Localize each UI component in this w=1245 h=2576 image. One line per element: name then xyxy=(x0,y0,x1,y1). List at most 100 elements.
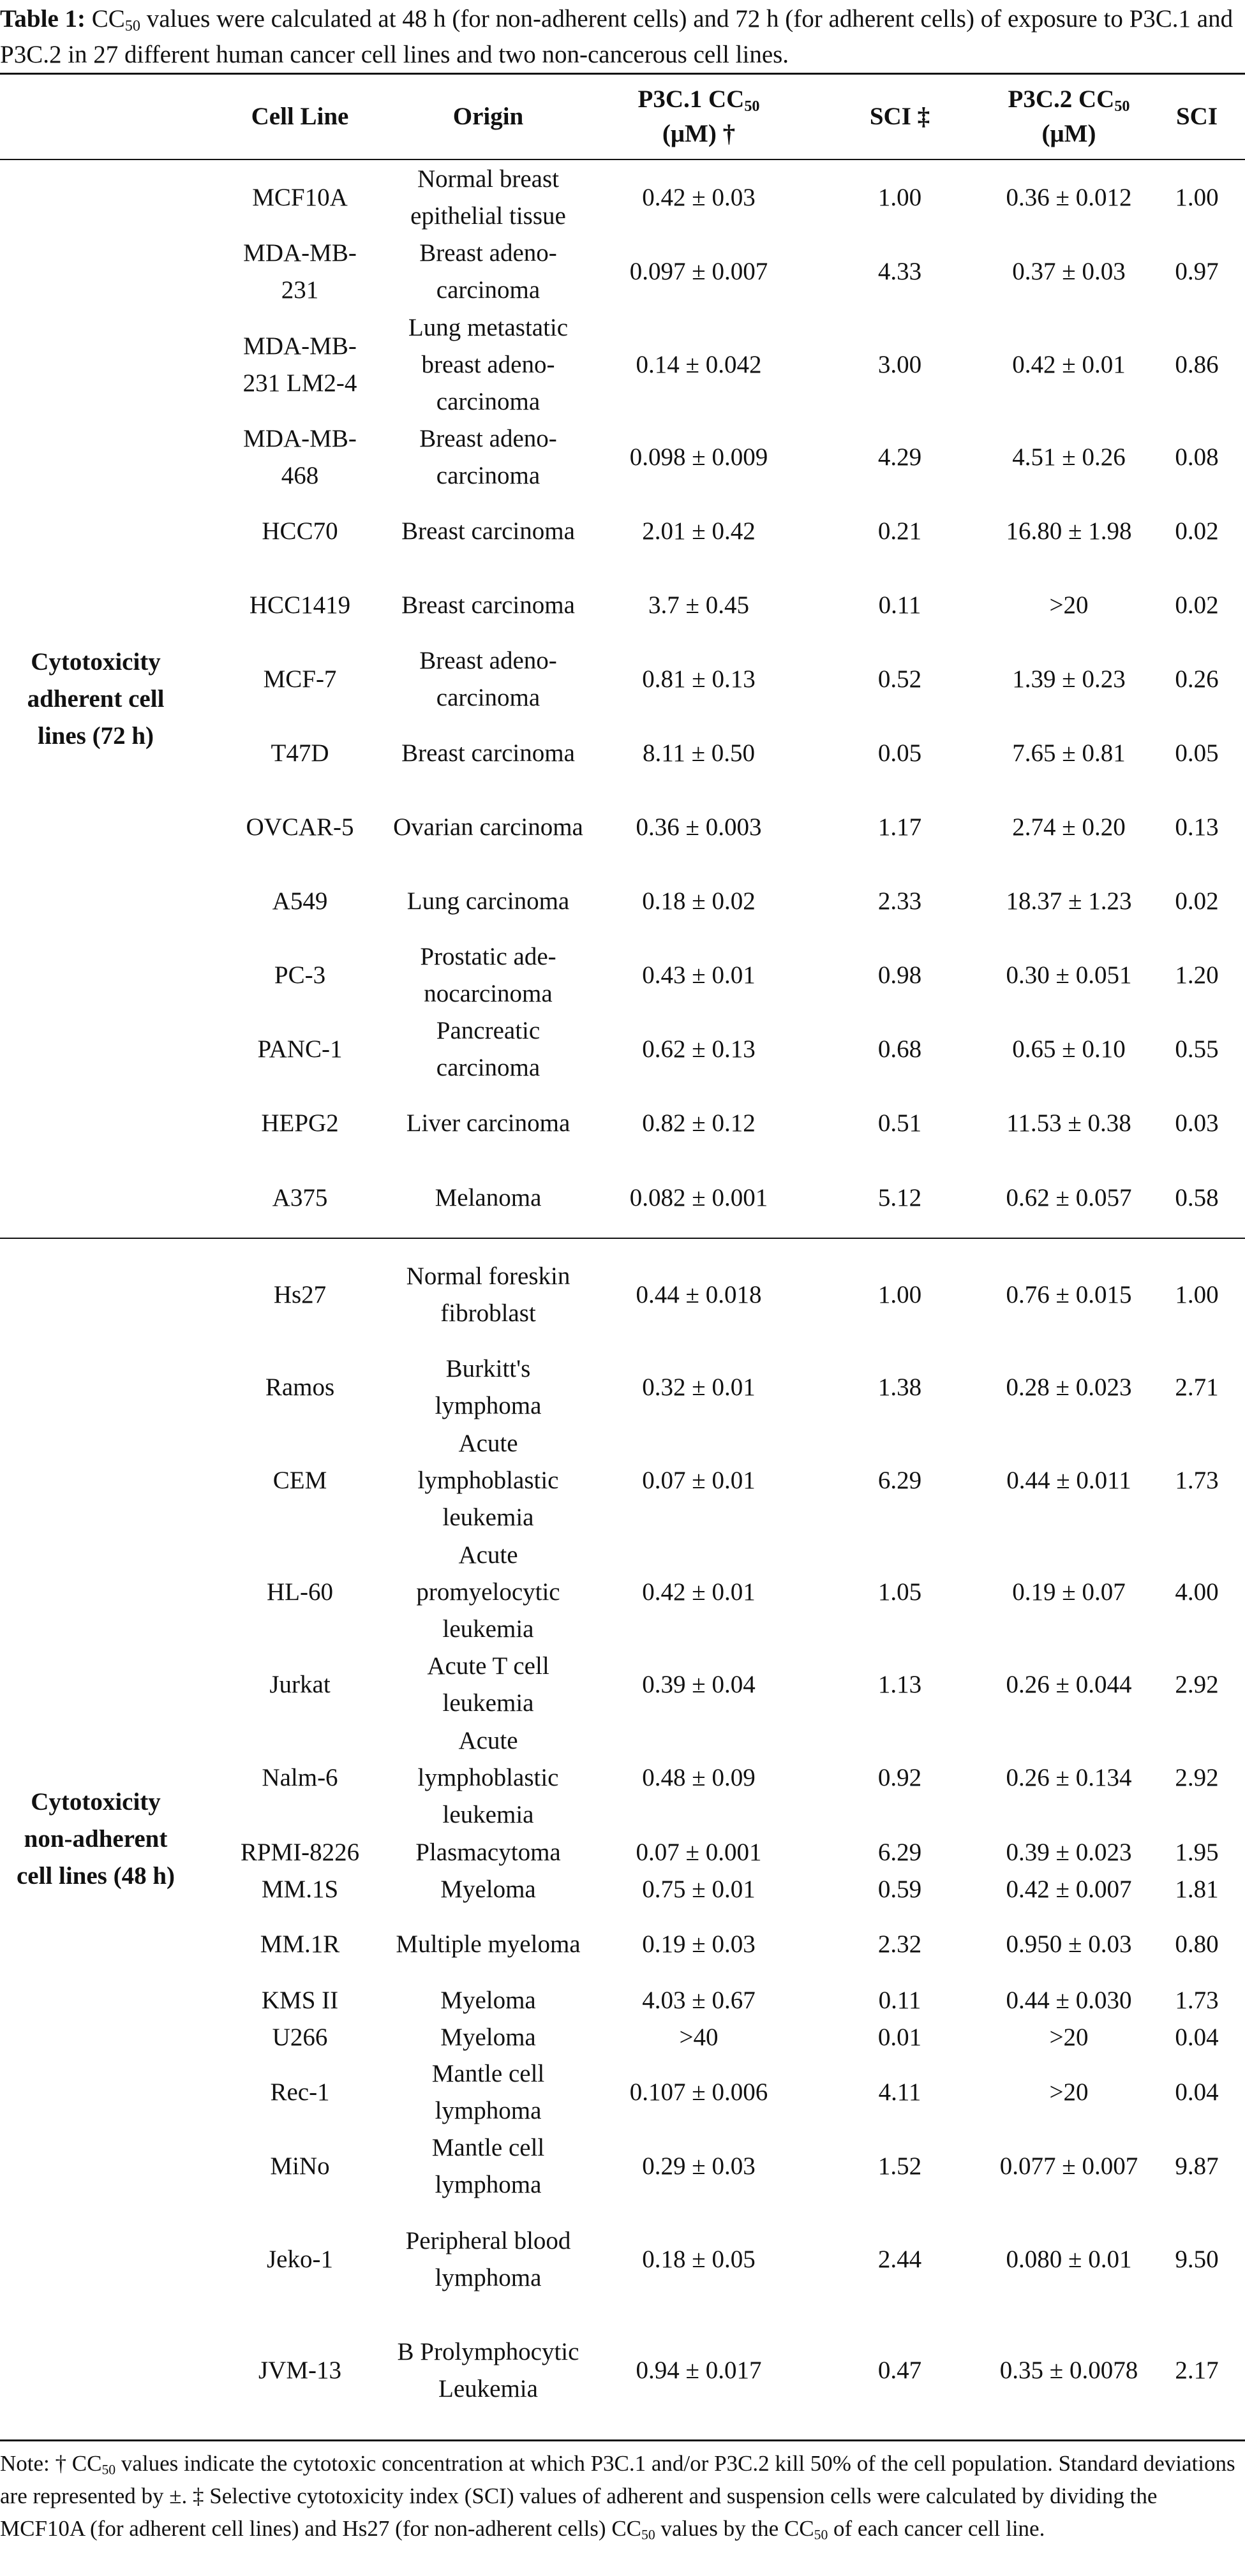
table-row: MCF-7 Breast adeno-carcinoma 0.81 ± 0.13 0.… xyxy=(0,642,1245,716)
p3c2-value-cell: 2.74 ± 0.20 xyxy=(957,790,1181,864)
table-row: HCC1419 Breast carcinoma 3.7 ± 0.45 0.11 >20… xyxy=(0,568,1245,642)
table-row: MCF10A Normal breast epithelial tissue 0.4… xyxy=(0,160,1245,235)
p3c1-value-cell: 0.07 ± 0.001 xyxy=(593,1833,804,1871)
table-row: MM.1R Multiple myeloma 0.19 ± 0.03 2.32 0.95… xyxy=(0,1907,1245,1981)
origin: Breast adeno-carcinoma xyxy=(419,425,557,489)
cell-line: Nalm-6 xyxy=(262,1763,338,1791)
cell-line: Jeko-1 xyxy=(267,2245,333,2273)
p3c1-value-cell: 0.39 ± 0.04 xyxy=(593,1648,804,1722)
sci2-value: 1.20 xyxy=(1175,961,1219,989)
p3c1-value: 0.32 ± 0.01 xyxy=(642,1373,756,1401)
sci2-value-cell: 0.02 xyxy=(1149,568,1245,642)
header-p3c1-unit: (μM) † xyxy=(662,120,736,147)
adherent-rows: MCF10A Normal breast epithelial tissue 0.4… xyxy=(0,160,1245,1236)
table-row: PANC-1 Pancreatic carcinoma 0.62 ± 0.13 0.6… xyxy=(0,1012,1245,1086)
section-rule xyxy=(0,1238,1245,1239)
caption-text: CC xyxy=(91,5,125,33)
p3c1-value-cell: 0.94 ± 0.017 xyxy=(593,2315,804,2426)
cell-line-cell: Jeko-1 xyxy=(204,2203,396,2315)
sci2-value-cell: 2.71 xyxy=(1149,1351,1245,1425)
sci2-value: 1.00 xyxy=(1175,1280,1219,1308)
p3c2-value: 0.42 ± 0.01 xyxy=(1012,350,1126,378)
sci2-value-cell: 0.58 xyxy=(1149,1160,1245,1236)
p3c1-value-cell: 0.107 ± 0.006 xyxy=(593,2055,804,2129)
cell-line: HL-60 xyxy=(267,1578,333,1606)
table-row: Ramos Burkitt's lymphoma 0.32 ± 0.01 1.38 0.… xyxy=(0,1351,1245,1425)
p3c2-value: 0.65 ± 0.10 xyxy=(1012,1035,1126,1063)
header-cell-line: Cell Line xyxy=(251,103,349,130)
sci2-value-cell: 1.73 xyxy=(1149,1981,1245,2019)
p3c1-value-cell: >40 xyxy=(593,2019,804,2055)
sci1-value-cell: 1.17 xyxy=(804,790,995,864)
p3c1-value-cell: 0.43 ± 0.01 xyxy=(593,938,804,1012)
sci2-value-cell: 1.81 xyxy=(1149,1871,1245,1907)
sci2-value-cell: 9.87 xyxy=(1149,2129,1245,2203)
p3c1-value-cell: 0.18 ± 0.02 xyxy=(593,864,804,938)
p3c2-value: 0.950 ± 0.03 xyxy=(1006,1930,1132,1958)
table-row: Nalm-6 Acute lymphoblastic leukemia 0.48 ±… xyxy=(0,1722,1245,1833)
table-row: MDA-MB-231 Breast adeno-carcinoma 0.097 ± … xyxy=(0,235,1245,309)
sci2-value-cell: 2.17 xyxy=(1149,2315,1245,2426)
sci2-value-cell: 0.08 xyxy=(1149,420,1245,494)
p3c1-value: 0.098 ± 0.009 xyxy=(629,443,768,471)
sci1-value-cell: 4.11 xyxy=(804,2055,995,2129)
p3c2-value: 11.53 ± 0.38 xyxy=(1006,1109,1131,1137)
sci1-value-cell: 2.44 xyxy=(804,2203,995,2315)
sci2-value-cell: 0.04 xyxy=(1149,2055,1245,2129)
p3c2-value: >20 xyxy=(1049,2078,1089,2106)
sci1-value-cell: 0.11 xyxy=(804,568,995,642)
p3c1-value-cell: 3.7 ± 0.45 xyxy=(593,568,804,642)
sci2-value: 0.04 xyxy=(1175,2078,1219,2106)
origin: Normal foreskin fibroblast xyxy=(406,1262,570,1327)
sci1-value: 0.47 xyxy=(877,2357,922,2384)
sci2-value-cell: 0.80 xyxy=(1149,1907,1245,1981)
table-row: Rec-1 Mantle cell lymphoma 0.107 ± 0.006 4.… xyxy=(0,2055,1245,2129)
p3c1-value-cell: 0.82 ± 0.12 xyxy=(593,1086,804,1160)
header-sci2: SCI xyxy=(1175,103,1218,130)
sci1-value-cell: 0.59 xyxy=(804,1871,995,1907)
sci1-value: 0.51 xyxy=(877,1109,922,1137)
p3c2-value: 0.39 ± 0.023 xyxy=(1006,1838,1132,1866)
origin-cell: Myeloma xyxy=(383,1871,593,1907)
table-caption: Table 1: CC50 values were calculated at … xyxy=(0,0,1245,73)
sci2-value: 2.92 xyxy=(1175,1763,1219,1791)
origin-cell: Burkitt's lymphoma xyxy=(383,1351,593,1425)
p3c2-value-cell: >20 xyxy=(957,2055,1181,2129)
p3c2-value-cell: 0.26 ± 0.044 xyxy=(957,1648,1181,1722)
origin-cell: Breast carcinoma xyxy=(383,716,593,790)
sci2-value-cell: 1.00 xyxy=(1149,1239,1245,1351)
sci2-value: 0.26 xyxy=(1175,665,1219,693)
p3c2-value-cell: 0.42 ± 0.01 xyxy=(957,309,1181,420)
table-row: OVCAR-5 Ovarian carcinoma 0.36 ± 0.003 1.17… xyxy=(0,790,1245,864)
cell-line: A549 xyxy=(272,887,328,915)
p3c2-value-cell: 0.44 ± 0.030 xyxy=(957,1981,1181,2019)
cell-line-cell: MM.1R xyxy=(204,1907,396,1981)
p3c2-value-cell: 0.35 ± 0.0078 xyxy=(957,2315,1181,2426)
p3c1-value-cell: 0.18 ± 0.05 xyxy=(593,2203,804,2315)
table-header: Cell Line Origin P3C.1 CC50 (μM) † SCI ‡ … xyxy=(0,75,1245,159)
sci2-value: 4.00 xyxy=(1175,1578,1219,1606)
origin-cell: Lung metastatic breast adeno-carcinoma xyxy=(383,309,593,420)
p3c2-value: 0.37 ± 0.03 xyxy=(1012,258,1126,285)
table-note: Note: † CC50 values indicate the cytotox… xyxy=(0,2447,1245,2545)
p3c1-value: 0.097 ± 0.007 xyxy=(629,258,768,285)
sci2-value-cell: 0.13 xyxy=(1149,790,1245,864)
p3c2-value: 0.36 ± 0.012 xyxy=(1006,183,1132,211)
origin-cell: Breast adeno-carcinoma xyxy=(383,420,593,494)
p3c2-value-cell: 7.65 ± 0.81 xyxy=(957,716,1181,790)
sci2-value: 0.13 xyxy=(1175,813,1219,841)
origin-cell: Liver carcinoma xyxy=(383,1086,593,1160)
p3c2-value: 0.42 ± 0.007 xyxy=(1006,1875,1132,1903)
cell-line: HCC1419 xyxy=(249,591,351,619)
cell-line-cell: Hs27 xyxy=(204,1239,396,1351)
sci2-value-cell: 1.00 xyxy=(1149,160,1245,235)
p3c1-value-cell: 0.32 ± 0.01 xyxy=(593,1351,804,1425)
cell-line-cell: KMS II xyxy=(204,1981,396,2019)
sci2-value-cell: 4.00 xyxy=(1149,1536,1245,1648)
table-row: HL-60 Acute promyelocytic leukemia 0.42 ± … xyxy=(0,1536,1245,1648)
table-row: MDA-MB-231 LM2-4 Lung metastatic breast a… xyxy=(0,309,1245,420)
sci2-value-cell: 0.55 xyxy=(1149,1012,1245,1086)
cell-line: PC-3 xyxy=(274,961,326,989)
p3c1-value-cell: 0.36 ± 0.003 xyxy=(593,790,804,864)
origin: Normal breast epithelial tissue xyxy=(410,165,566,230)
